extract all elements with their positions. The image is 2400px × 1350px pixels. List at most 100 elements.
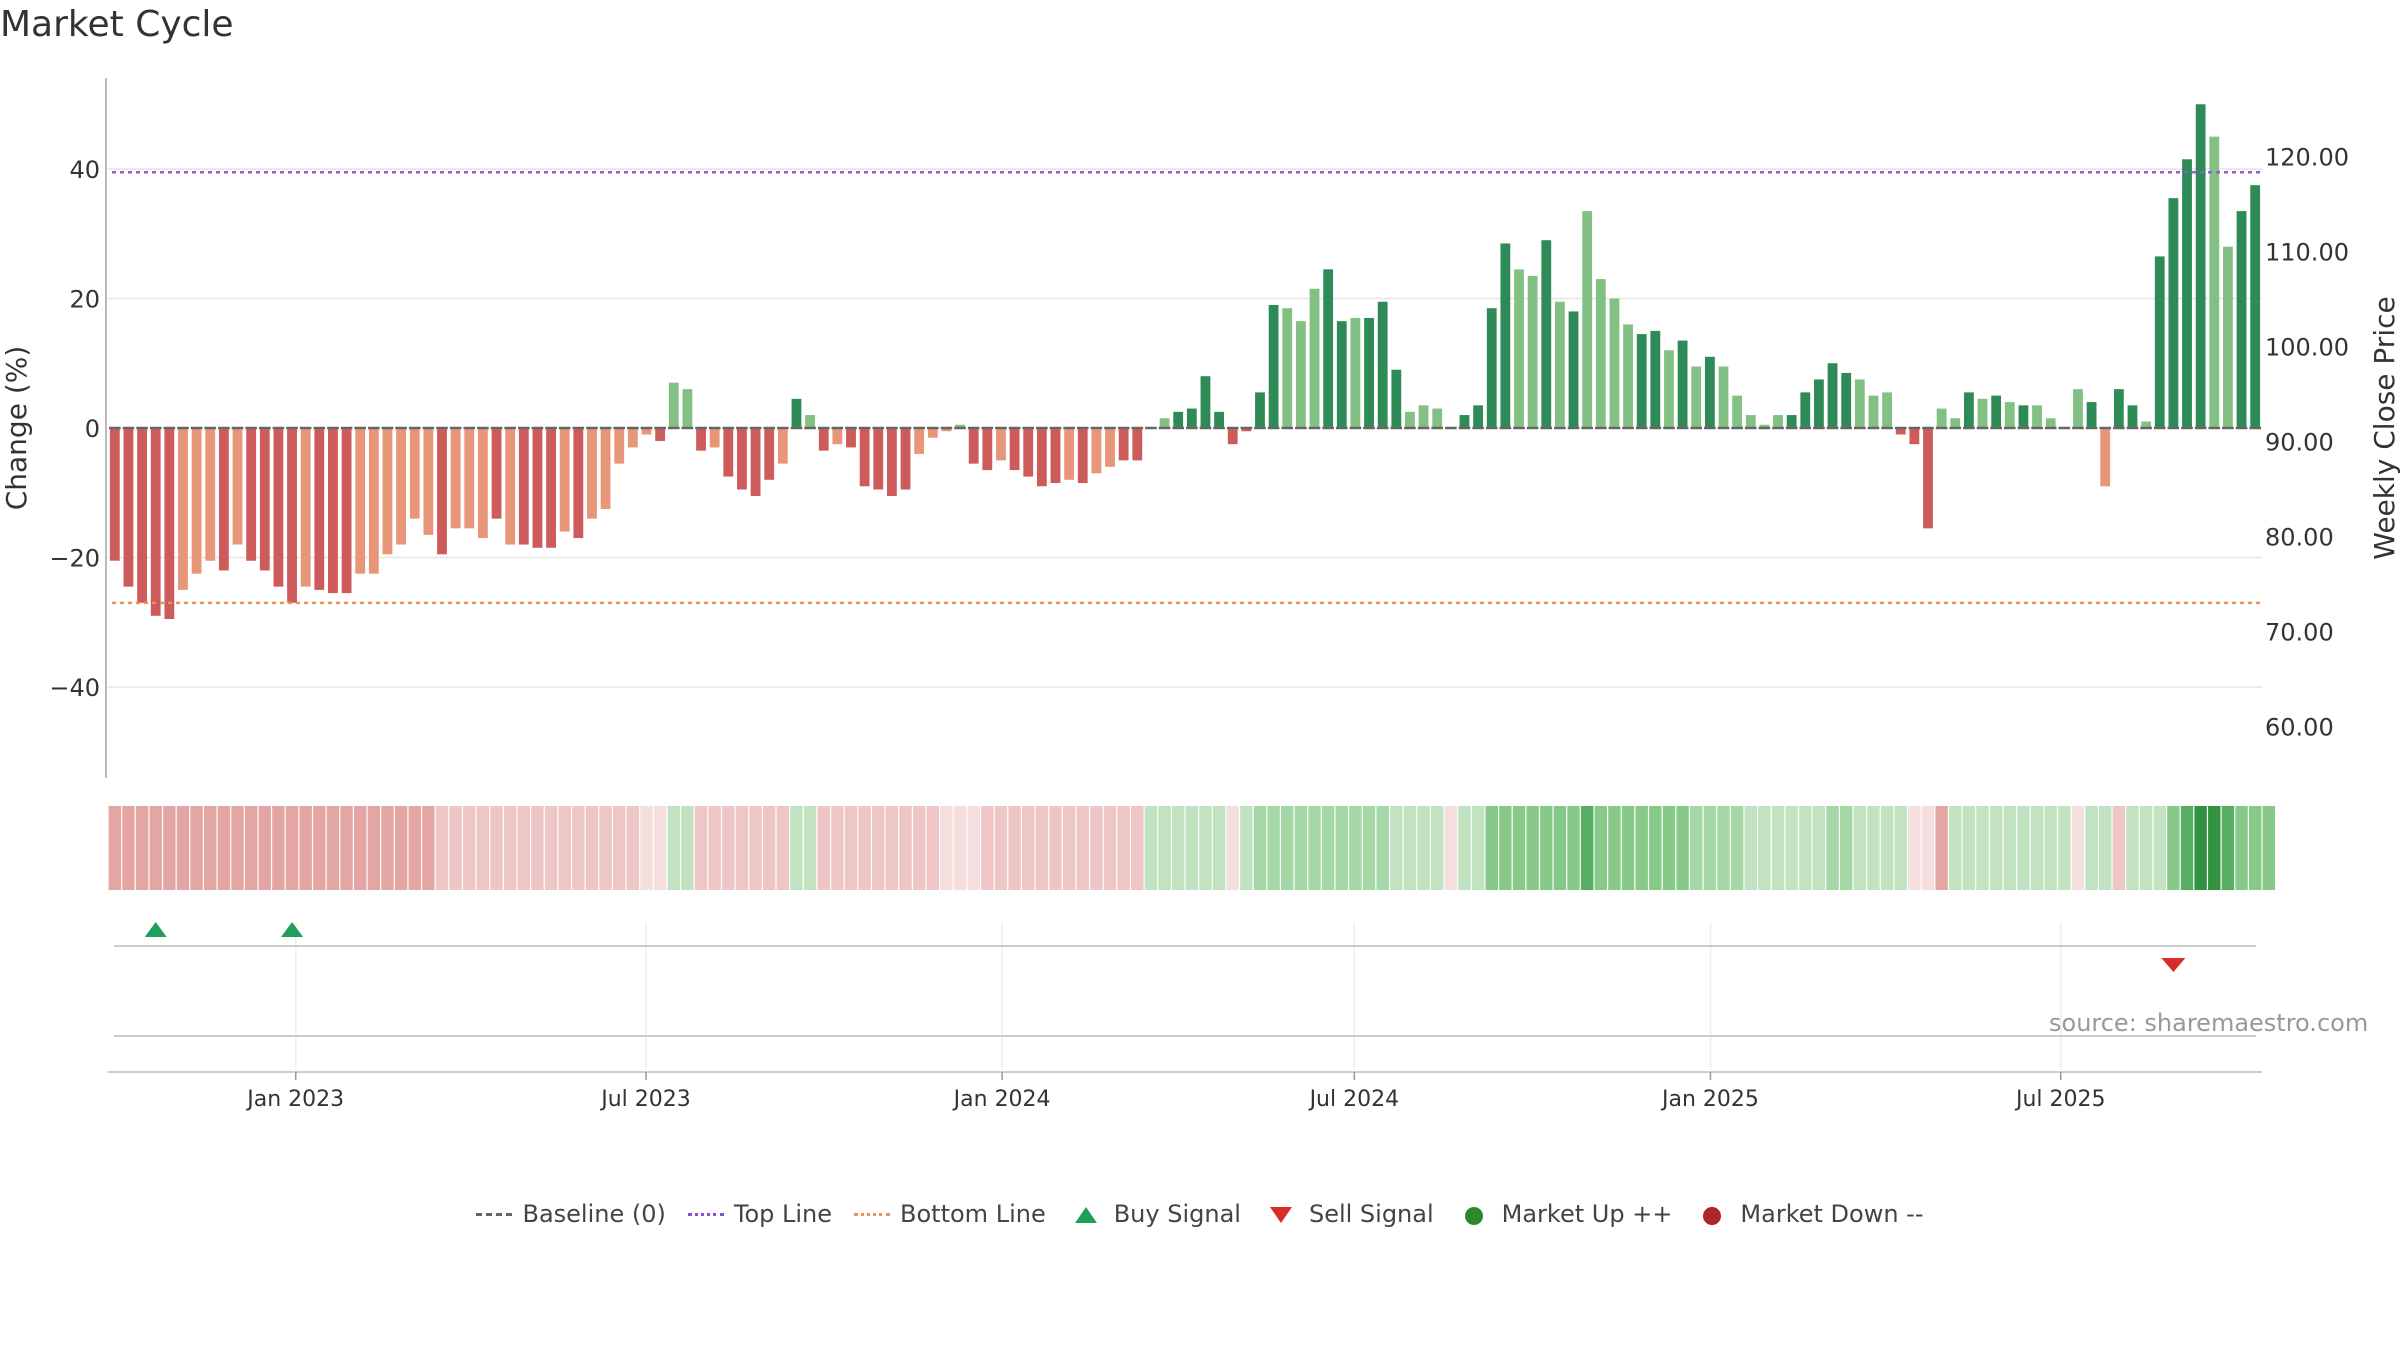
legend-item: Market Up ++ <box>1456 1200 1672 1228</box>
y-tick-label: 0 <box>85 415 100 443</box>
y2-tick-label: 80.00 <box>2265 524 2334 552</box>
bar <box>1064 428 1075 480</box>
legend: Baseline (0) Top Line Bottom Line Buy Signa… <box>0 1200 2400 1228</box>
bar <box>900 428 911 490</box>
bar <box>696 428 706 451</box>
tri-up-icon <box>1068 1207 1104 1223</box>
x-tick-label: Jan 2023 <box>245 1087 344 1112</box>
legend-item: Buy Signal <box>1068 1200 1241 1228</box>
x-tick-label: Jan 2025 <box>1660 1087 1759 1112</box>
bar <box>491 428 502 519</box>
regime-cell <box>1008 806 1021 890</box>
bar <box>1868 395 1879 428</box>
bar <box>1023 428 1034 477</box>
y2-tick-label: 90.00 <box>2265 429 2334 457</box>
regime-cell <box>735 806 749 890</box>
bar <box>832 428 843 445</box>
regime-cell <box>1362 806 1376 890</box>
regime-cell <box>1608 806 1621 890</box>
bar <box>1800 392 1811 428</box>
regime-cell <box>749 806 762 890</box>
bar <box>1377 301 1388 428</box>
regime-cell <box>2126 806 2139 890</box>
bar <box>1159 418 1170 428</box>
regime-cell <box>463 806 476 890</box>
bar <box>1186 408 1197 428</box>
regime-cell <box>231 806 244 890</box>
bar <box>1500 243 1511 428</box>
legend-item: Baseline (0) <box>476 1200 666 1228</box>
bar <box>2045 418 2056 428</box>
bar <box>164 428 175 620</box>
regime-cell <box>244 806 258 890</box>
bar <box>437 428 447 555</box>
bar <box>1923 428 1933 529</box>
regime-cell <box>326 806 340 890</box>
bar <box>805 415 816 428</box>
regime-cell <box>176 806 190 890</box>
bar <box>1036 428 1047 487</box>
bar <box>1554 301 1565 428</box>
regime-cell <box>1131 806 1144 890</box>
bar <box>1268 304 1279 428</box>
bar <box>409 428 420 519</box>
bar <box>2182 159 2192 428</box>
regime-cell <box>1690 806 1703 890</box>
bar <box>382 428 393 555</box>
regime-cell <box>1376 806 1389 890</box>
regime-cell <box>1321 806 1335 890</box>
regime-cell <box>1171 806 1185 890</box>
regime-cell <box>1199 806 1212 890</box>
regime-cell <box>640 806 653 890</box>
regime-cell <box>1949 806 1962 890</box>
bar <box>396 428 407 545</box>
regime-cell <box>885 806 899 890</box>
regime-cell <box>1212 806 1226 890</box>
regime-cell <box>2194 806 2207 890</box>
bar <box>368 428 379 574</box>
bar <box>1650 330 1661 428</box>
regime-cell <box>1785 806 1798 890</box>
bar <box>955 424 965 428</box>
regime-cell <box>2030 806 2044 890</box>
legend-item: Bottom Line <box>854 1200 1046 1228</box>
bar <box>532 428 543 548</box>
regime-cell <box>1799 806 1812 890</box>
bar <box>1323 269 1334 428</box>
regime-cell <box>340 806 353 890</box>
regime-cell <box>912 806 926 890</box>
regime-cell <box>967 806 980 890</box>
dash-base-icon <box>476 1207 513 1221</box>
regime-cell <box>408 806 421 890</box>
bar <box>2073 389 2083 428</box>
bar <box>464 428 475 529</box>
bar <box>1854 379 1865 428</box>
bar <box>2250 185 2261 428</box>
y-tick-label: 40 <box>69 156 100 184</box>
legend-item: Sell Signal <box>1263 1200 1434 1228</box>
bar <box>1514 269 1524 428</box>
bar <box>886 428 897 496</box>
y2-axis-title: Weekly Close Price <box>2368 296 2400 559</box>
dot-up-icon <box>1456 1207 1492 1225</box>
bar <box>846 428 856 448</box>
bar <box>996 428 1006 461</box>
regime-cell <box>762 806 776 890</box>
buy-signal-marker <box>144 922 167 937</box>
bar <box>1227 428 1238 445</box>
bar <box>1718 366 1729 428</box>
bar <box>1077 428 1088 484</box>
bar <box>546 428 556 548</box>
bar <box>1991 395 2002 428</box>
bar <box>1595 279 1606 428</box>
regime-cell <box>2208 806 2221 890</box>
bar <box>1527 275 1538 428</box>
regime-cell <box>694 806 708 890</box>
bar <box>273 428 284 587</box>
bar <box>1173 411 1184 428</box>
signal-panel <box>114 922 2256 1037</box>
bar <box>2236 211 2247 428</box>
regime-cell <box>1430 806 1444 890</box>
regime-cell <box>422 806 435 890</box>
bar <box>123 428 134 587</box>
